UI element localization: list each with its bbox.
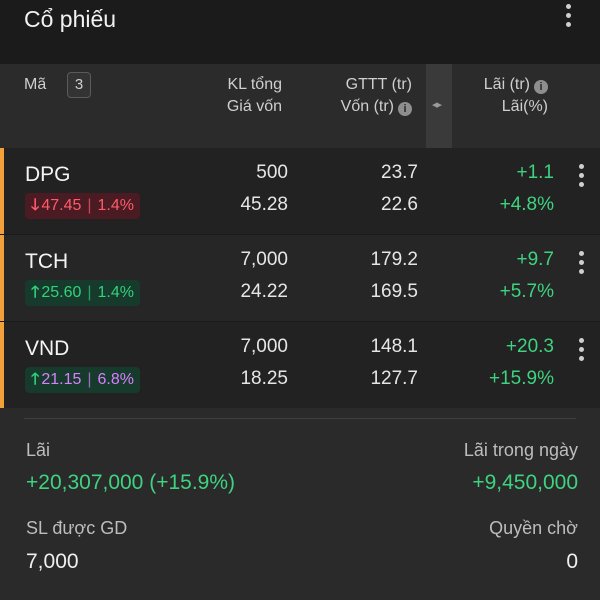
stock-count-badge: 3 (67, 72, 91, 98)
stock-symbol: VND (25, 337, 70, 360)
capital: 22.6 (381, 194, 418, 215)
profit: +9.7 (516, 249, 554, 270)
tradable-quantity-label: SL được GD (26, 518, 128, 538)
price-change-percent: 1.4% (97, 197, 134, 214)
column-header-symbol[interactable]: Mã (24, 76, 47, 93)
profit-percent: +5.7% (499, 281, 554, 302)
profit-value: +20,307,000 (+15.9%) (26, 471, 235, 494)
price-change-badge: 🡑 21.15 | 6.8% (25, 367, 140, 393)
table-header: Mã KL tổng Giá vốn GTTT (tr) Vốn (tr) i L… (0, 64, 600, 148)
profit-percent: +4.8% (499, 194, 554, 215)
column-splitter[interactable]: ◂▸ (426, 64, 452, 148)
table-row[interactable]: DPG 🡓 47.45 | 1.4% 500 45.28 23.7 22.6 +1.1… (0, 148, 600, 234)
profit: +20.3 (505, 336, 554, 357)
column-header-market-value[interactable]: GTTT (tr) (345, 76, 412, 93)
info-icon[interactable]: i (534, 80, 548, 94)
portfolio-summary: Lãi +20,307,000 (+15.9%) Lãi trong ngày … (0, 408, 600, 600)
arrow-down-icon: 🡓 (31, 197, 40, 214)
market-value: 148.1 (370, 336, 418, 357)
profit-percent: +15.9% (489, 368, 554, 389)
row-more-icon[interactable] (578, 164, 584, 187)
column-header-profit-label: Lãi (tr) (483, 76, 530, 93)
column-header-cost-price[interactable]: Giá vốn (226, 98, 282, 115)
pending-rights-value: 0 (566, 550, 578, 573)
more-options-icon[interactable] (565, 4, 571, 27)
column-header-capital-label: Vốn (tr) (340, 98, 394, 115)
capital: 127.7 (370, 368, 418, 389)
column-header-profit-percent[interactable]: Lãi(%) (501, 98, 548, 115)
current-price: 47.45 (41, 197, 82, 214)
daily-profit-label: Lãi trong ngày (463, 440, 578, 460)
price-change-badge: 🡓 47.45 | 1.4% (25, 193, 140, 219)
table-row[interactable]: TCH 🡑 25.60 | 1.4% 7,000 24.22 179.2 169.5 … (0, 235, 600, 321)
pending-rights-label: Quyền chờ (489, 518, 578, 538)
column-header-total-volume[interactable]: KL tổng (227, 76, 282, 93)
market-value: 179.2 (370, 249, 418, 270)
profit: +1.1 (516, 162, 554, 183)
current-price: 25.60 (41, 284, 82, 301)
price-change-percent: 1.4% (97, 284, 134, 301)
stock-symbol: TCH (25, 250, 69, 273)
daily-profit-value: +9,450,000 (472, 471, 578, 494)
resize-horizontal-icon: ◂▸ (432, 99, 442, 111)
total-volume: 500 (256, 162, 288, 183)
arrow-up-icon: 🡑 (31, 284, 40, 301)
price-change-badge: 🡑 25.60 | 1.4% (25, 280, 140, 306)
tradable-quantity-value: 7,000 (26, 550, 79, 573)
table-row[interactable]: VND 🡑 21.15 | 6.8% 7,000 18.25 148.1 127.7 … (0, 322, 600, 408)
row-more-icon[interactable] (578, 338, 584, 361)
stock-symbol: DPG (25, 163, 71, 186)
cost-price: 24.22 (240, 281, 288, 302)
cost-price: 18.25 (240, 368, 288, 389)
column-header-profit[interactable]: Lãi (tr) i (450, 76, 548, 94)
market-value: 23.7 (381, 162, 418, 183)
arrow-up-icon: 🡑 (31, 371, 40, 388)
info-icon[interactable]: i (398, 102, 412, 116)
capital: 169.5 (370, 281, 418, 302)
app-header: Cổ phiếu (0, 0, 600, 64)
total-volume: 7,000 (240, 249, 288, 270)
current-price: 21.15 (41, 371, 82, 388)
profit-label: Lãi (26, 440, 51, 460)
divider (24, 418, 576, 419)
page-title: Cổ phiếu (24, 6, 117, 32)
price-change-percent: 6.8% (97, 371, 134, 388)
total-volume: 7,000 (240, 336, 288, 357)
column-header-capital[interactable]: Vốn (tr) i (300, 98, 412, 116)
row-more-icon[interactable] (578, 251, 584, 274)
cost-price: 45.28 (240, 194, 288, 215)
